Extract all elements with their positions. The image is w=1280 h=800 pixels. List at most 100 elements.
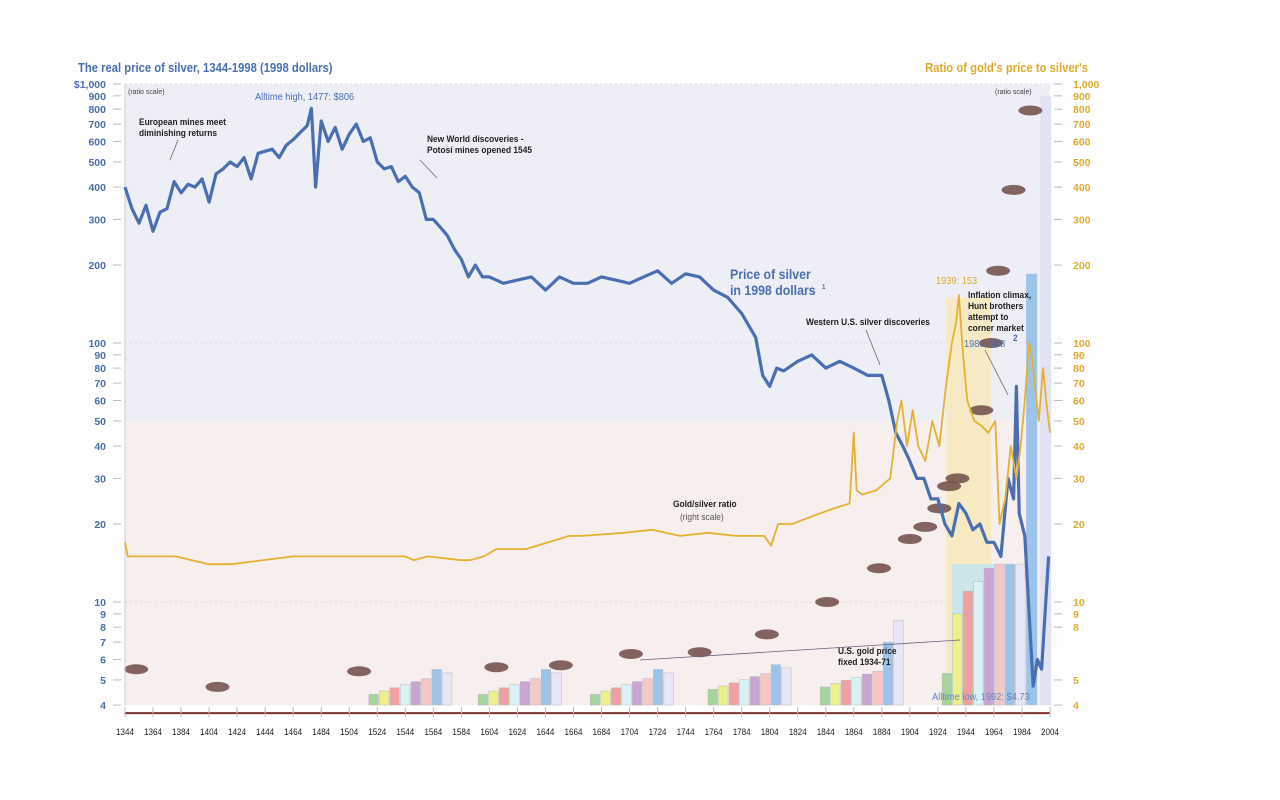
left-tick-label: 80 [94, 363, 106, 375]
decorative-blob [124, 664, 149, 675]
x-tick-label: 1664 [565, 726, 583, 737]
chart-title: The real price of silver, 1344-1998 (199… [78, 61, 333, 75]
left-scale-note: (ratio scale) [128, 89, 165, 96]
left-tick-label: $1,000 [74, 79, 106, 91]
decorative-blob [754, 629, 779, 640]
upper-background [125, 84, 1050, 421]
european-mines-label: European mines meet diminishing returns [139, 117, 226, 139]
annotation-leader [984, 349, 1009, 396]
western-us-label: Western U.S. silver discoveries [806, 317, 930, 328]
left-tick-label: 300 [88, 214, 106, 226]
left-tick-label: 6 [100, 654, 106, 666]
decorative-bar [728, 682, 739, 706]
decorative-bar [819, 686, 830, 706]
x-tick-label: 1724 [649, 726, 667, 737]
decorative-bar [861, 673, 872, 706]
right-tick-label: 4 [1073, 700, 1079, 712]
decorative-bar [421, 678, 432, 706]
peak-1980-footnote: 2 [1013, 333, 1018, 344]
x-tick-label: 1644 [536, 726, 554, 737]
decorative-bar [718, 685, 729, 706]
right-tick-label: 400 [1073, 182, 1091, 194]
left-tick-label: 700 [88, 119, 106, 131]
alltime-high-label: Alltime high, 1477: $806 [255, 91, 355, 103]
decorative-bar [1004, 563, 1015, 706]
left-tick-label: 50 [94, 416, 106, 428]
decorative-bar [663, 672, 674, 706]
decorative-bar [1015, 563, 1026, 706]
left-tick-label: 400 [88, 182, 106, 194]
decorative-blob [867, 563, 892, 574]
decorative-bar [400, 684, 411, 706]
us-gold-label: U.S. gold price fixed 1934-71 [838, 646, 897, 668]
decorative-blob [687, 647, 712, 658]
decorative-bar [983, 567, 994, 706]
decorative-bar [551, 672, 562, 706]
x-tick-label: 1784 [733, 726, 751, 737]
decorative-bar [749, 676, 760, 706]
decorative-bar [498, 687, 509, 706]
decorative-bar [410, 681, 421, 706]
x-tick-label: 1864 [845, 726, 863, 737]
decorative-blob [979, 338, 1004, 348]
decorative-bar [530, 678, 541, 706]
right-tick-label: 20 [1073, 519, 1085, 531]
right-scale-note: (ratio scale) [995, 89, 1032, 96]
left-tick-label: 40 [94, 441, 106, 453]
x-tick-label: 1624 [508, 726, 526, 737]
decorative-bar [642, 678, 653, 706]
decorative-bar [632, 681, 643, 706]
decorative-bar [994, 563, 1005, 706]
x-tick-label: 1604 [480, 726, 498, 737]
decorative-bar [431, 669, 442, 706]
right-tick-label: 500 [1073, 157, 1091, 169]
right-tick-label: 700 [1073, 119, 1091, 131]
right-tick-label: 100 [1073, 338, 1091, 350]
decorative-bar [368, 694, 379, 706]
left-tick-label: 30 [94, 473, 106, 485]
left-tick-label: 800 [88, 104, 106, 116]
x-tick-label: 1824 [789, 726, 807, 737]
x-tick-label: 1464 [284, 726, 302, 737]
annotation-leader [419, 159, 438, 179]
decorative-bar [389, 687, 400, 706]
ratio-1939-label: 1939: 153 [936, 275, 978, 287]
decorative-bar [653, 669, 664, 706]
right-tick-label: 40 [1073, 441, 1085, 453]
decorative-blob [815, 597, 840, 607]
decorative-bar [840, 680, 851, 706]
right-tick-label: 8 [1073, 622, 1079, 634]
decorative-bar [519, 681, 530, 706]
x-tick-label: 1424 [228, 726, 246, 737]
right-axis-title: Ratio of gold's price to silver's [925, 61, 1088, 75]
decorative-blob [986, 265, 1011, 276]
left-tick-label: 900 [88, 91, 106, 103]
right-tick-label: 1,000 [1073, 79, 1099, 91]
left-tick-label: 8 [100, 622, 106, 634]
left-tick-label: 20 [94, 519, 106, 531]
x-tick-label: 1444 [256, 726, 274, 737]
decorative-blob [618, 648, 643, 659]
right-tick-label: 60 [1073, 395, 1085, 407]
right-tick-label: 70 [1073, 378, 1085, 390]
x-tick-label: 1584 [452, 726, 470, 737]
decorative-bar [952, 613, 963, 706]
decorative-bar [707, 689, 718, 706]
decorative-bar [893, 620, 904, 706]
right-tick-label: 10 [1073, 597, 1085, 609]
decorative-blob [913, 521, 938, 532]
x-tick-label: 1924 [929, 726, 947, 737]
x-tick-label: 1984 [1013, 726, 1031, 737]
decorative-bar [882, 641, 893, 706]
price-series-label: Price of silver in 1998 dollars [730, 266, 816, 298]
x-tick-label: 1964 [985, 726, 1003, 737]
decorative-blob [1001, 184, 1026, 195]
annotation-leader [169, 139, 179, 161]
right-tick-label: 800 [1073, 104, 1091, 116]
decorative-bar [379, 690, 390, 706]
decorative-bar [962, 591, 973, 706]
x-tick-label: 1484 [312, 726, 330, 737]
decorative-bar [621, 684, 632, 706]
right-tick-label: 80 [1073, 363, 1085, 375]
